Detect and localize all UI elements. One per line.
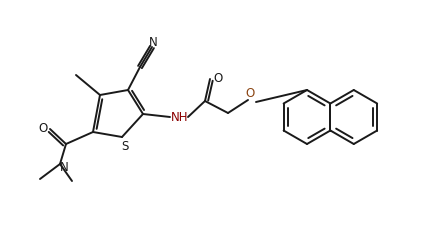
Text: N: N bbox=[60, 161, 68, 174]
Text: O: O bbox=[245, 87, 254, 100]
Text: NH: NH bbox=[171, 111, 189, 124]
Text: O: O bbox=[213, 72, 223, 85]
Text: O: O bbox=[38, 122, 48, 135]
Text: S: S bbox=[121, 140, 129, 153]
Text: N: N bbox=[149, 35, 157, 48]
